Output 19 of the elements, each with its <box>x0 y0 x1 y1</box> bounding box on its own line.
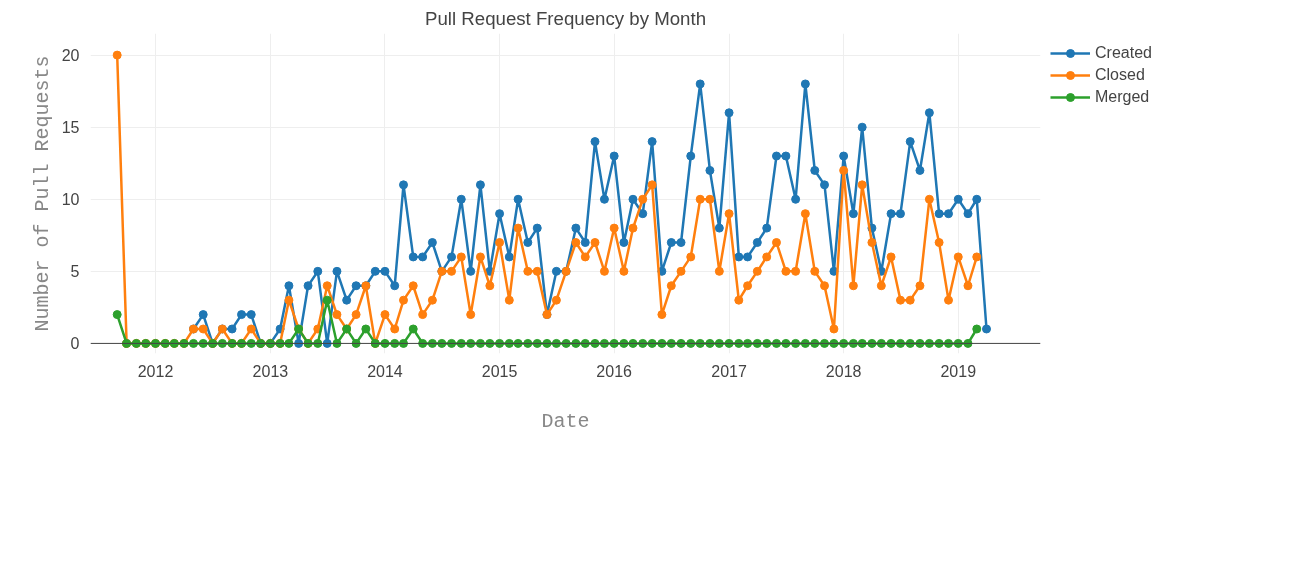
y-tick-label: 0 <box>70 335 80 353</box>
y-tick-label: 10 <box>61 191 80 209</box>
y-axis-title: Number of Pull Requests <box>30 55 54 332</box>
x-tick-label: 2018 <box>825 362 862 380</box>
x-tick-label: 2015 <box>481 362 518 380</box>
x-axis-title: Date <box>541 409 590 433</box>
legend-label: Created <box>1095 44 1152 62</box>
x-tick-label: 2014 <box>367 362 403 380</box>
y-tick-label: 5 <box>70 263 80 281</box>
x-tick-label: 2017 <box>711 362 747 380</box>
legend-label: Merged <box>1095 88 1150 106</box>
y-tick-label: 15 <box>61 119 80 137</box>
x-tick-label: 2012 <box>137 362 174 380</box>
chart-title: Pull Request Frequency by Month <box>424 7 707 29</box>
y-tick-label: 20 <box>61 47 80 65</box>
x-tick-label: 2013 <box>252 362 289 380</box>
x-tick-label: 2016 <box>596 362 633 380</box>
legend-label: Closed <box>1095 66 1145 84</box>
x-tick-label: 2019 <box>940 362 977 380</box>
